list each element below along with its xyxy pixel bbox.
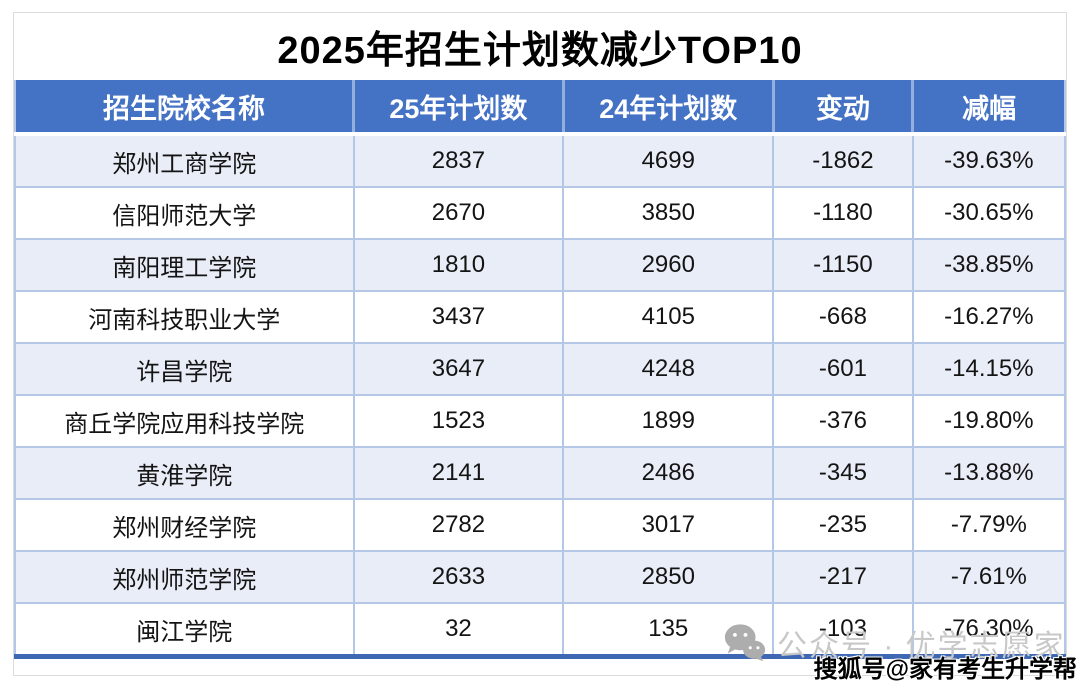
value-cell: -7.61% xyxy=(911,550,1067,604)
value-cell: -1862 xyxy=(772,133,914,188)
column-header-5: 减幅 xyxy=(911,80,1065,136)
value-cell: -103 xyxy=(772,602,914,658)
table-header: 招生院校名称 25年计划数 24年计划数 变动 减幅 xyxy=(15,80,1065,136)
value-cell: 2670 xyxy=(352,186,565,240)
value-cell: 2960 xyxy=(562,238,775,292)
value-cell: 3850 xyxy=(562,186,775,240)
value-cell: 4105 xyxy=(562,290,775,344)
value-cell: -235 xyxy=(772,498,914,552)
value-cell: 32 xyxy=(352,602,565,658)
table-body: 郑州工商学院 2837 4699 -1862 -39.63% 信阳师范大学 2670 3850… xyxy=(14,133,1067,658)
school-name-cell: 商丘学院应用科技学院 xyxy=(14,394,355,448)
column-header-2: 25年计划数 xyxy=(352,80,564,136)
value-cell: -376 xyxy=(772,394,914,448)
value-cell: 4248 xyxy=(562,342,775,396)
value-cell: 1523 xyxy=(352,394,565,448)
school-name-cell: 郑州师范学院 xyxy=(14,550,355,604)
value-cell: 2633 xyxy=(352,550,565,604)
value-cell: -1150 xyxy=(772,238,914,292)
value-cell: 1810 xyxy=(352,238,565,292)
school-name-cell: 信阳师范大学 xyxy=(14,186,355,240)
value-cell: 1899 xyxy=(562,394,775,448)
value-cell: 2141 xyxy=(352,446,565,500)
value-cell: -16.27% xyxy=(911,290,1067,344)
school-name-cell: 郑州工商学院 xyxy=(14,133,355,188)
page-title: 2025年招生计划数减少TOP10 xyxy=(277,30,803,72)
value-cell: -76.30% xyxy=(911,602,1067,658)
value-cell: 2837 xyxy=(352,133,565,188)
table-row: 许昌学院 3647 4248 -601 -14.15% xyxy=(14,342,1067,396)
column-header-3: 24年计划数 xyxy=(561,80,774,136)
school-name-cell: 南阳理工学院 xyxy=(14,238,355,292)
table-row: 郑州工商学院 2837 4699 -1862 -39.63% xyxy=(14,133,1067,188)
header-row: 招生院校名称 25年计划数 24年计划数 变动 减幅 xyxy=(15,80,1065,136)
column-header-4: 变动 xyxy=(771,80,913,136)
value-cell: 4699 xyxy=(562,133,775,188)
table-row: 商丘学院应用科技学院 1523 1899 -376 -19.80% xyxy=(14,394,1067,448)
value-cell: -1180 xyxy=(772,186,914,240)
school-name-cell: 黄淮学院 xyxy=(14,446,355,500)
value-cell: -14.15% xyxy=(911,342,1067,396)
value-cell: 3647 xyxy=(352,342,565,396)
table-row: 信阳师范大学 2670 3850 -1180 -30.65% xyxy=(14,186,1067,240)
table-row: 郑州师范学院 2633 2850 -217 -7.61% xyxy=(14,550,1067,604)
school-name-cell: 闽江学院 xyxy=(14,602,355,658)
value-cell: -39.63% xyxy=(911,133,1067,188)
column-header-1: 招生院校名称 xyxy=(15,80,354,136)
value-cell: 3017 xyxy=(562,498,775,552)
table-row: 南阳理工学院 1810 2960 -1150 -38.85% xyxy=(14,238,1067,292)
value-cell: -345 xyxy=(772,446,914,500)
value-cell: -19.80% xyxy=(911,394,1067,448)
value-cell: -13.88% xyxy=(911,446,1067,500)
table-row: 黄淮学院 2141 2486 -345 -13.88% xyxy=(14,446,1067,500)
value-cell: -601 xyxy=(772,342,914,396)
school-name-cell: 许昌学院 xyxy=(14,342,355,396)
value-cell: -7.79% xyxy=(911,498,1067,552)
table-row: 郑州财经学院 2782 3017 -235 -7.79% xyxy=(14,498,1067,552)
value-cell: 2850 xyxy=(562,550,775,604)
value-cell: -30.65% xyxy=(911,186,1067,240)
school-name-cell: 河南科技职业大学 xyxy=(14,290,355,344)
school-name-cell: 郑州财经学院 xyxy=(14,498,355,552)
table-row: 河南科技职业大学 3437 4105 -668 -16.27% xyxy=(14,290,1067,344)
value-cell: -217 xyxy=(772,550,914,604)
table-card: 2025年招生计划数减少TOP10 招生院校名称 25年计划数 24年计划数 变动 减幅… xyxy=(13,12,1067,676)
value-cell: -668 xyxy=(772,290,914,344)
value-cell: 3437 xyxy=(352,290,565,344)
value-cell: -38.85% xyxy=(911,238,1067,292)
enrollment-reduction-table: 招生院校名称 25年计划数 24年计划数 变动 减幅 郑州工商学院 2837 4699 -18… xyxy=(14,80,1067,659)
value-cell: 2486 xyxy=(562,446,775,500)
value-cell: 135 xyxy=(562,602,775,658)
value-cell: 2782 xyxy=(352,498,565,552)
table-row: 闽江学院 32 135 -103 -76.30% xyxy=(14,602,1067,658)
